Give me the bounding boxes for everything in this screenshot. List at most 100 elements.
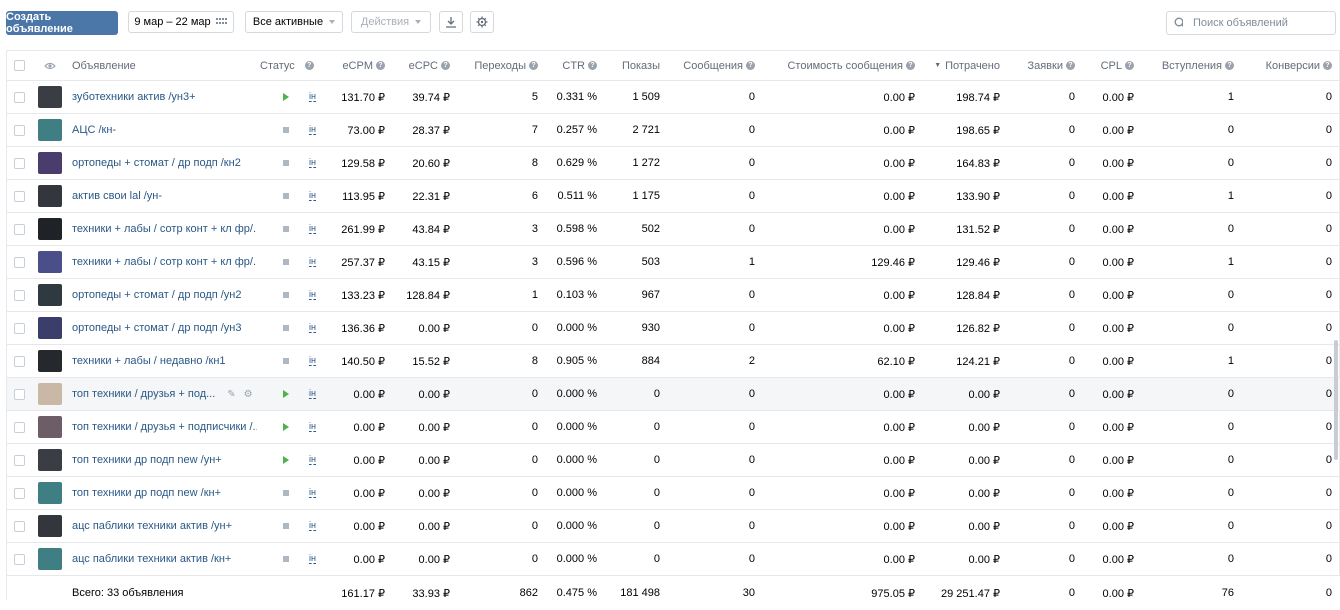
ad-thumbnail[interactable] [38, 185, 62, 207]
actions-dropdown[interactable]: Действия [351, 11, 431, 33]
col-impressions[interactable]: Показы [602, 51, 660, 80]
schedule-link[interactable]: ін [309, 487, 316, 498]
row-checkbox[interactable] [14, 421, 25, 433]
table-row[interactable]: ортопеды + стомат / др подп /ун2 ін 133.23… [7, 279, 1340, 312]
ad-thumbnail[interactable] [38, 548, 62, 570]
vertical-scrollbar[interactable] [1334, 340, 1338, 460]
col-message-cost[interactable]: Стоимость сообщения? [767, 51, 915, 80]
play-icon[interactable] [283, 456, 289, 464]
ad-thumbnail[interactable] [38, 383, 62, 405]
edit-icon[interactable]: ✎ [227, 388, 236, 400]
row-checkbox[interactable] [14, 553, 25, 565]
ad-thumbnail[interactable] [38, 152, 62, 174]
table-row[interactable]: топ техники / друзья + под... ✎ ⚙ ін 0.00 ₽ 0… [7, 378, 1340, 411]
row-checkbox[interactable] [14, 355, 25, 367]
play-icon[interactable] [283, 390, 289, 398]
schedule-link[interactable]: ін [309, 355, 316, 366]
col-ecpm[interactable]: eCPM? [325, 51, 385, 80]
ad-name-link[interactable]: техники + лабы / сотр конт + кл фр/... [72, 256, 257, 268]
schedule-link[interactable]: ін [309, 388, 316, 399]
ad-name-link[interactable]: топ техники др подп new /кн+ [72, 487, 222, 499]
ad-thumbnail[interactable] [38, 482, 62, 504]
stop-icon[interactable] [283, 325, 289, 331]
col-messages[interactable]: Сообщения? [667, 51, 755, 80]
schedule-link[interactable]: ін [309, 520, 316, 531]
ad-thumbnail[interactable] [38, 449, 62, 471]
help-icon[interactable]: ? [376, 61, 385, 70]
schedule-link[interactable]: ін [309, 157, 316, 168]
col-leads[interactable]: Заявки? [1017, 51, 1075, 80]
status-filter-dropdown[interactable]: Все активные [245, 11, 343, 33]
schedule-link[interactable]: ін [309, 124, 316, 135]
help-icon[interactable]: ? [1225, 61, 1234, 70]
ad-name-link[interactable]: ацс паблики техники актив /кн+ [72, 553, 232, 565]
table-row[interactable]: топ техники др подп new /кн+ ін 0.00 ₽ 0.00… [7, 477, 1340, 510]
play-icon[interactable] [283, 93, 289, 101]
play-icon[interactable] [283, 423, 289, 431]
date-range-picker[interactable]: 9 мар – 22 мар [128, 11, 234, 33]
col-cpl[interactable]: CPL? [1082, 51, 1134, 80]
create-ad-button[interactable]: Создать объявление [6, 11, 118, 35]
gear-icon[interactable]: ⚙ [243, 388, 253, 400]
ad-thumbnail[interactable] [38, 515, 62, 537]
schedule-link[interactable]: ін [309, 421, 316, 432]
schedule-link[interactable]: ін [309, 223, 316, 234]
ad-name-link[interactable]: АЦС /кн- [72, 124, 117, 136]
help-icon[interactable]: ? [304, 61, 314, 70]
search-box[interactable] [1166, 11, 1336, 35]
ad-name-link[interactable]: ацс паблики техники актив /ун+ [72, 520, 233, 532]
table-row[interactable]: ортопеды + стомат / др подп /кн2 ін 129.58… [7, 147, 1340, 180]
ad-name-link[interactable]: актив свои lal /ун- [72, 190, 163, 202]
help-icon[interactable]: ? [1323, 61, 1332, 70]
row-checkbox[interactable] [14, 322, 25, 334]
col-ecpc[interactable]: eCPC? [390, 51, 450, 80]
table-row[interactable]: АЦС /кн-ін 73.00 ₽ 28.37 ₽ 7 0.257 % 2 721 0 0.… [7, 114, 1340, 147]
help-icon[interactable]: ? [1125, 61, 1134, 70]
ad-thumbnail[interactable] [38, 218, 62, 240]
col-spent[interactable]: ▼ Потрачено [922, 51, 1000, 80]
schedule-link[interactable]: ін [309, 322, 316, 333]
row-checkbox[interactable] [14, 223, 25, 235]
row-checkbox[interactable] [14, 487, 25, 499]
table-row[interactable]: техники + лабы / сотр конт + кл фр/... ін… [7, 246, 1340, 279]
schedule-link[interactable]: ін [309, 91, 316, 102]
col-clicks[interactable]: Переходы? [462, 51, 538, 80]
help-icon[interactable]: ? [1066, 61, 1075, 70]
col-name[interactable]: Объявление [72, 51, 222, 80]
ad-name-link[interactable]: ортопеды + стомат / др подп /кн2 [72, 157, 241, 169]
ad-name-link[interactable]: ортопеды + стомат / др подп /ун2 [72, 289, 242, 301]
eye-icon[interactable] [44, 62, 56, 70]
row-checkbox[interactable] [14, 388, 25, 400]
schedule-link[interactable]: ін [309, 289, 316, 300]
search-input[interactable] [1191, 16, 1335, 30]
ad-name-link[interactable]: ортопеды + стомат / др подп /ун3 [72, 322, 242, 334]
row-checkbox[interactable] [14, 91, 25, 103]
ad-thumbnail[interactable] [38, 284, 62, 306]
stop-icon[interactable] [283, 160, 289, 166]
ad-name-link[interactable]: топ техники / друзья + подписчики /... [72, 421, 257, 433]
help-icon[interactable]: ? [588, 61, 597, 70]
ad-name-link[interactable]: зуботехники актив /ун3+ [72, 91, 196, 103]
ad-thumbnail[interactable] [38, 86, 62, 108]
col-joins[interactable]: Вступления? [1147, 51, 1234, 80]
table-row[interactable]: топ техники / друзья + подписчики /... ін… [7, 411, 1340, 444]
table-row[interactable]: техники + лабы / недавно /кн1 ін 140.50 ₽ 1… [7, 345, 1340, 378]
help-icon[interactable]: ? [529, 61, 538, 70]
row-checkbox[interactable] [14, 454, 25, 466]
row-checkbox[interactable] [14, 157, 25, 169]
table-row[interactable]: техники + лабы / сотр конт + кл фр/... ін… [7, 213, 1340, 246]
help-icon[interactable]: ? [906, 61, 915, 70]
table-row[interactable]: ацс паблики техники актив /кн+ ін 0.00 ₽ 0.… [7, 543, 1340, 576]
stop-icon[interactable] [283, 259, 289, 265]
col-status[interactable]: Статус? [260, 51, 322, 80]
row-checkbox[interactable] [14, 520, 25, 532]
stop-icon[interactable] [283, 490, 289, 496]
select-all-checkbox[interactable] [14, 60, 25, 71]
help-icon[interactable]: ? [441, 61, 450, 70]
stop-icon[interactable] [283, 193, 289, 199]
ad-thumbnail[interactable] [38, 317, 62, 339]
table-row[interactable]: зуботехники актив /ун3+ ін 131.70 ₽ 39.74 ₽… [7, 81, 1340, 114]
row-checkbox[interactable] [14, 124, 25, 136]
table-row[interactable]: топ техники др подп new /ун+ ін 0.00 ₽ 0.00… [7, 444, 1340, 477]
help-icon[interactable]: ? [746, 61, 755, 70]
